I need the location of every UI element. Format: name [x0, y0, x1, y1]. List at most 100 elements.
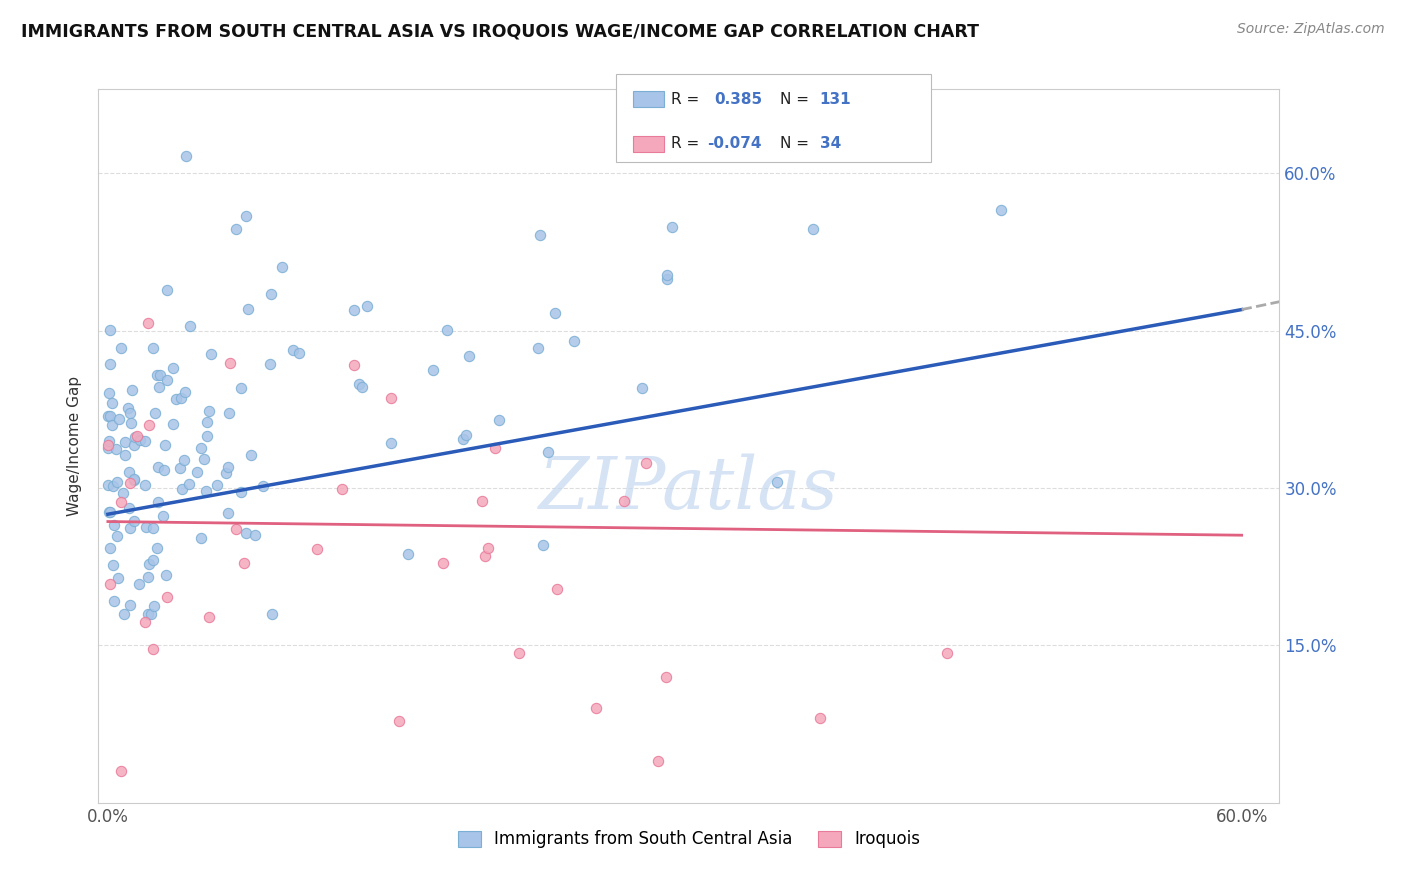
Point — [98, 386, 121, 401]
Point — [114, 434, 136, 449]
Point — [107, 571, 129, 585]
Point — [98, 409, 121, 424]
Point — [97, 441, 120, 455]
Point — [432, 556, 454, 570]
Point — [195, 415, 218, 429]
Point — [97, 434, 120, 449]
Point — [136, 316, 159, 330]
Point — [114, 448, 136, 462]
Point — [141, 607, 163, 621]
Point — [122, 473, 145, 487]
Point — [148, 380, 170, 394]
Point — [350, 380, 373, 394]
Point — [647, 754, 669, 768]
Point — [388, 714, 411, 728]
Point — [97, 409, 120, 423]
Point — [155, 568, 177, 582]
Point — [305, 541, 328, 556]
Point — [508, 646, 530, 660]
Text: -0.074: -0.074 — [707, 136, 762, 151]
Point — [347, 376, 370, 391]
Point — [380, 436, 402, 450]
Point — [488, 413, 510, 427]
Point — [194, 483, 217, 498]
Point — [148, 494, 170, 508]
Point — [612, 494, 634, 508]
Point — [97, 477, 120, 491]
Point — [801, 222, 824, 236]
Point — [215, 466, 238, 480]
Point — [155, 438, 177, 452]
Point — [259, 357, 281, 371]
Point — [155, 373, 177, 387]
Point — [531, 538, 554, 552]
Point — [235, 209, 257, 223]
Point — [218, 406, 240, 420]
Point — [134, 478, 156, 492]
Point — [398, 547, 420, 561]
Point — [134, 615, 156, 630]
Point — [471, 494, 494, 508]
Point — [138, 557, 160, 571]
Point — [138, 418, 160, 433]
Point — [101, 558, 124, 572]
Point — [205, 478, 228, 492]
Point — [122, 514, 145, 528]
Point — [380, 392, 402, 406]
Point — [544, 305, 567, 319]
Point — [219, 356, 242, 370]
Point — [152, 509, 174, 524]
Point — [143, 407, 166, 421]
Point — [170, 391, 193, 405]
Point — [118, 501, 141, 516]
Point — [103, 478, 125, 492]
Point — [155, 283, 177, 297]
Point — [343, 302, 366, 317]
Point — [766, 475, 789, 490]
Point — [235, 525, 257, 540]
Point — [174, 384, 197, 399]
Point — [124, 430, 146, 444]
Point — [536, 445, 558, 459]
Point — [108, 411, 131, 425]
Point — [156, 590, 179, 604]
Legend: Immigrants from South Central Asia, Iroquois: Immigrants from South Central Asia, Iroq… — [451, 824, 927, 855]
Point — [97, 505, 120, 519]
Point — [236, 301, 259, 316]
Point — [179, 476, 201, 491]
Point — [260, 286, 283, 301]
Point — [103, 593, 125, 607]
Point — [153, 463, 176, 477]
Point — [634, 456, 657, 470]
Point — [200, 346, 222, 360]
Point — [129, 434, 152, 448]
Point — [146, 541, 169, 556]
Point — [193, 451, 215, 466]
Point — [105, 475, 128, 489]
Point — [179, 318, 201, 333]
Point — [422, 363, 444, 377]
Point — [657, 268, 679, 282]
Text: Source: ZipAtlas.com: Source: ZipAtlas.com — [1237, 22, 1385, 37]
Point — [105, 529, 128, 543]
Point — [217, 506, 239, 520]
Point — [186, 465, 208, 479]
Point — [356, 299, 378, 313]
Point — [198, 404, 221, 418]
Point — [118, 465, 141, 479]
Point — [97, 438, 120, 452]
Point — [281, 343, 304, 357]
Point — [117, 401, 139, 415]
Point — [529, 227, 551, 242]
Text: IMMIGRANTS FROM SOUTH CENTRAL ASIA VS IROQUOIS WAGE/INCOME GAP CORRELATION CHART: IMMIGRANTS FROM SOUTH CENTRAL ASIA VS IR… — [21, 22, 979, 40]
Point — [118, 599, 141, 613]
Point — [217, 460, 239, 475]
Point — [121, 383, 143, 397]
Point — [243, 528, 266, 542]
Point — [98, 541, 121, 556]
Point — [118, 475, 141, 490]
Point — [454, 428, 477, 442]
Point — [122, 437, 145, 451]
Point — [98, 357, 121, 371]
Point — [149, 368, 172, 382]
